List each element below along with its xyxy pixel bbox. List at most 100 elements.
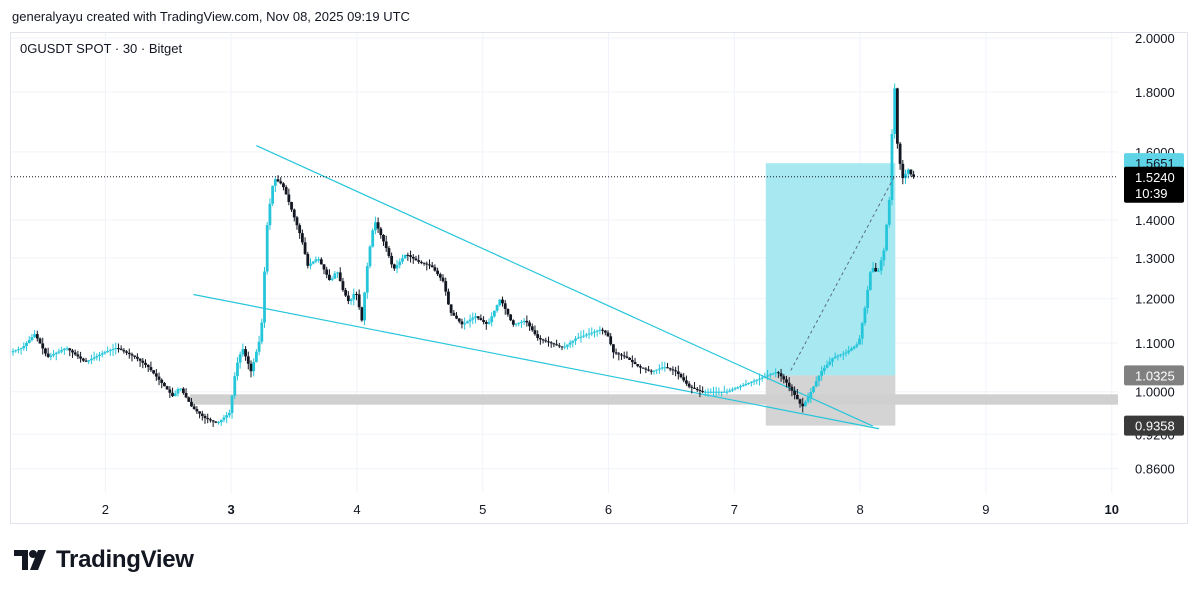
candle-body [260, 322, 264, 342]
candle-body [106, 351, 110, 353]
candle-body [311, 261, 315, 264]
candle-body [563, 346, 567, 348]
candle-body [160, 379, 164, 383]
candle-body [574, 338, 577, 341]
falling-wedge-upper[interactable] [256, 145, 873, 427]
candle-body [833, 356, 837, 359]
candle-body [346, 295, 350, 302]
candle-body [663, 367, 667, 369]
candle-body [858, 338, 861, 345]
candle-body [779, 373, 783, 377]
candle-body [847, 350, 851, 353]
candle-body [60, 350, 64, 352]
candle-body [171, 392, 174, 397]
candle-body [16, 349, 20, 351]
candle-body [376, 222, 380, 229]
y-tick-label: 1.3000 [1135, 251, 1175, 266]
candle-body [495, 305, 499, 311]
candle-body [449, 304, 453, 313]
candle-body [368, 246, 372, 267]
candle-body [860, 323, 864, 339]
candle-body [844, 352, 848, 354]
candle-body [355, 293, 358, 295]
candle-body [87, 360, 91, 362]
candle-body [836, 355, 840, 357]
candle-body [344, 290, 348, 296]
candle-body [804, 401, 807, 407]
candle-body [35, 334, 39, 339]
candle-body [338, 272, 342, 282]
candle-body [298, 225, 302, 234]
chart-pane[interactable] [10, 32, 1188, 524]
candle-body [108, 350, 112, 352]
candle-body [633, 362, 637, 365]
candle-body [22, 346, 26, 349]
candle-body [898, 143, 902, 164]
candle-body [850, 348, 853, 351]
candle-body [544, 340, 548, 342]
y-tick-label: 2.0000 [1135, 31, 1175, 46]
candle-body [877, 270, 880, 272]
candle-body [739, 386, 742, 388]
candle-body [401, 258, 404, 262]
candle-body [822, 367, 826, 371]
tradingview-brand[interactable]: TradingView [14, 546, 194, 574]
candle-body [690, 386, 694, 388]
candle-body [76, 354, 80, 357]
x-tick-label: 10 [1104, 502, 1118, 517]
candle-body [11, 351, 15, 353]
candle-body [774, 372, 778, 374]
candle-body [246, 356, 250, 364]
candle-body [300, 233, 304, 243]
candle-body [560, 346, 564, 348]
candle-body [679, 374, 683, 378]
candle-body [590, 332, 594, 334]
candle-body [244, 349, 247, 357]
candle-body [749, 381, 753, 383]
candle-body [555, 344, 559, 346]
position-stop-zone[interactable] [765, 375, 896, 426]
candle-body [438, 274, 442, 278]
candle-body [282, 183, 285, 188]
candle-body [465, 321, 469, 324]
candle-body [831, 358, 834, 362]
candle-body [157, 376, 161, 380]
candle-body [722, 391, 726, 393]
candle-body [720, 391, 723, 393]
candle-body [233, 376, 237, 396]
candle-body [198, 411, 201, 414]
candle-body [384, 241, 388, 249]
candle-body [252, 362, 256, 372]
candle-body [38, 338, 42, 344]
candle-body [314, 259, 318, 262]
x-tick-label: 3 [228, 502, 235, 517]
candle-body [225, 415, 229, 418]
candle-body [322, 264, 326, 270]
candle-body [498, 299, 502, 306]
candle-body [127, 352, 131, 355]
candle-body [179, 388, 183, 390]
candle-body [273, 179, 277, 186]
brand-name: TradingView [56, 546, 194, 573]
candle-body [46, 353, 50, 357]
x-tick-label: 5 [479, 502, 486, 517]
x-tick-label: 2 [102, 502, 109, 517]
candle-body [319, 259, 323, 265]
candle-body [206, 418, 210, 420]
candle-body [533, 330, 537, 335]
y-tick-label: 1.2000 [1135, 292, 1175, 307]
candle-body [209, 419, 212, 421]
y-tick-label: 1.0000 [1135, 385, 1175, 400]
candle-body [487, 322, 491, 324]
falling-wedge-lower[interactable] [193, 293, 880, 430]
candle-body [776, 372, 780, 374]
candle-body [622, 355, 626, 357]
candle-body [65, 348, 69, 350]
candle-body [687, 383, 691, 387]
candle-body [163, 382, 166, 387]
candle-body [227, 412, 231, 416]
candle-body [536, 334, 540, 339]
candle-body [782, 376, 786, 380]
candle-body [541, 339, 545, 341]
